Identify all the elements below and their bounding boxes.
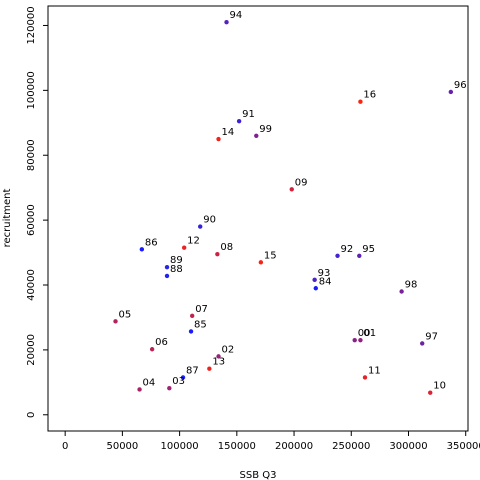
point-label: 07: [195, 304, 208, 315]
point-label: 87: [186, 365, 199, 376]
point-label: 91: [242, 109, 255, 120]
y-tick-label: 100000: [26, 71, 37, 109]
point-label: 97: [425, 331, 438, 342]
point-label: 09: [295, 177, 308, 188]
point-label: 01: [363, 328, 376, 339]
data-point: [358, 337, 363, 343]
point-label: 85: [194, 319, 207, 330]
x-tick-label: 0: [62, 441, 68, 452]
plot-frame: [47, 5, 469, 432]
y-tick-label: 120000: [26, 6, 37, 44]
y-axis-title: recruitment: [2, 189, 13, 248]
data-point: [167, 385, 172, 391]
data-point: [198, 224, 203, 229]
data-points: [113, 20, 454, 395]
y-tick-label: 60000: [26, 204, 37, 236]
point-label: 89: [170, 255, 183, 266]
data-point: [362, 375, 368, 380]
data-point: [428, 390, 433, 395]
data-point: [357, 253, 362, 259]
point-label: 12: [187, 236, 200, 247]
point-label: 05: [119, 309, 132, 320]
point-label: 15: [264, 250, 277, 261]
data-point: [164, 264, 170, 270]
point-label: 90: [203, 215, 216, 226]
point-label: 92: [341, 244, 354, 255]
x-tick-label: 300000: [389, 441, 427, 452]
point-label: 14: [222, 127, 235, 138]
data-point: [258, 260, 264, 265]
point-label: 10: [433, 381, 446, 392]
x-tick-label: 250000: [332, 441, 370, 452]
x-tick-label: 50000: [106, 441, 138, 452]
point-label: 99: [259, 124, 272, 135]
x-axis: 0 50000 100000 150000 200000 250000 300000 3500…: [62, 430, 480, 452]
point-label: 13: [212, 357, 225, 368]
data-point: [149, 347, 155, 352]
y-tick-label: 0: [26, 412, 37, 418]
data-point: [181, 245, 187, 250]
point-label: 95: [362, 244, 375, 255]
x-tick-label: 150000: [218, 441, 256, 452]
data-point: [352, 337, 357, 343]
point-label: 06: [155, 337, 168, 348]
data-point: [236, 118, 242, 124]
data-point: [215, 251, 220, 257]
data-point: [189, 313, 195, 319]
data-point: [448, 89, 454, 95]
data-point: [207, 366, 212, 371]
point-label: 84: [319, 276, 332, 287]
point-label: 03: [172, 376, 185, 387]
data-point: [420, 341, 425, 346]
point-label: 11: [368, 365, 381, 376]
data-point: [224, 20, 229, 25]
point-label: 94: [230, 10, 243, 21]
data-point: [399, 289, 404, 294]
data-point: [312, 277, 317, 283]
data-point: [358, 99, 363, 104]
data-point: [139, 247, 145, 252]
data-point: [188, 329, 194, 334]
point-label: 93: [318, 268, 331, 279]
point-label: 16: [363, 90, 376, 101]
data-point: [180, 375, 186, 380]
point-label: 02: [222, 344, 235, 355]
data-point: [313, 286, 318, 291]
data-point: [137, 387, 142, 392]
data-point: [289, 187, 294, 192]
data-point: [164, 273, 170, 279]
point-label: 96: [454, 80, 467, 91]
point-label: 08: [220, 242, 233, 253]
y-tick-label: 80000: [26, 139, 37, 171]
point-label: 00: [358, 328, 371, 339]
point-label: 88: [170, 264, 183, 275]
x-tick-label: 200000: [275, 441, 313, 452]
x-axis-title: SSB Q3: [240, 470, 277, 480]
x-tick-label: 100000: [161, 441, 199, 452]
data-point: [254, 133, 259, 138]
point-label: 98: [405, 279, 418, 290]
data-point: [113, 319, 118, 324]
point-label: 04: [143, 377, 156, 388]
y-tick-label: 20000: [26, 334, 37, 366]
point-label: 86: [145, 237, 158, 248]
y-axis: 0 20000 40000 60000 80000 100000 120000: [26, 6, 49, 418]
y-tick-label: 40000: [26, 269, 37, 301]
data-point: [216, 136, 221, 142]
data-point: [335, 253, 340, 259]
data-point: [216, 354, 221, 359]
